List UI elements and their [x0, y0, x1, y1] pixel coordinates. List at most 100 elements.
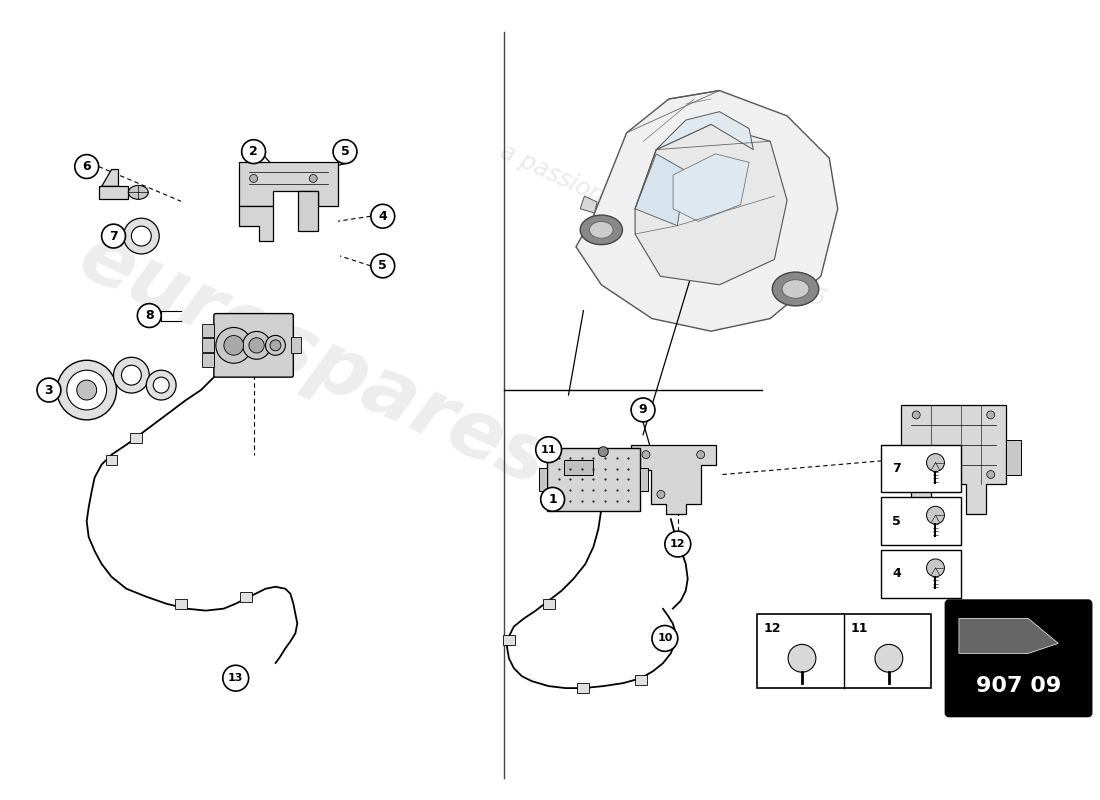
Text: 907 09: 907 09 [976, 676, 1062, 696]
Circle shape [146, 370, 176, 400]
Polygon shape [635, 154, 685, 226]
Circle shape [250, 174, 257, 182]
Text: 9: 9 [639, 403, 647, 417]
Text: 10: 10 [657, 634, 672, 643]
Circle shape [788, 644, 816, 672]
Text: 6: 6 [82, 160, 91, 173]
FancyBboxPatch shape [202, 338, 213, 352]
FancyBboxPatch shape [578, 683, 590, 693]
Circle shape [265, 335, 285, 355]
Polygon shape [631, 445, 715, 514]
Text: 7: 7 [892, 462, 901, 475]
Text: 12: 12 [763, 622, 781, 635]
Circle shape [371, 204, 395, 228]
Circle shape [333, 140, 356, 163]
Circle shape [243, 331, 271, 359]
FancyBboxPatch shape [547, 448, 640, 511]
FancyBboxPatch shape [635, 675, 647, 685]
Polygon shape [635, 124, 788, 285]
FancyBboxPatch shape [292, 338, 301, 354]
Text: 3: 3 [45, 383, 53, 397]
FancyBboxPatch shape [202, 354, 213, 367]
Polygon shape [239, 206, 274, 241]
Circle shape [309, 174, 317, 182]
Circle shape [67, 370, 107, 410]
Circle shape [912, 411, 921, 419]
Text: 8: 8 [145, 309, 154, 322]
Text: 4: 4 [892, 567, 901, 580]
Circle shape [642, 450, 650, 458]
Circle shape [37, 378, 60, 402]
Circle shape [75, 154, 99, 178]
FancyBboxPatch shape [503, 635, 515, 646]
Text: 7: 7 [109, 230, 118, 242]
Circle shape [123, 218, 160, 254]
FancyBboxPatch shape [202, 323, 213, 338]
Circle shape [987, 411, 994, 419]
Circle shape [77, 380, 97, 400]
Circle shape [536, 437, 562, 462]
Circle shape [657, 490, 664, 498]
FancyBboxPatch shape [542, 598, 554, 609]
FancyBboxPatch shape [640, 467, 648, 491]
Circle shape [987, 470, 994, 478]
Circle shape [874, 644, 903, 672]
Polygon shape [101, 170, 119, 186]
FancyBboxPatch shape [757, 614, 931, 688]
Text: 13: 13 [228, 673, 243, 683]
Circle shape [249, 338, 264, 353]
Circle shape [270, 340, 280, 351]
FancyBboxPatch shape [175, 598, 187, 609]
Text: 11: 11 [541, 445, 557, 454]
FancyBboxPatch shape [563, 460, 593, 474]
Circle shape [926, 506, 945, 524]
Circle shape [138, 304, 162, 327]
Text: 12: 12 [670, 539, 685, 549]
Text: 11: 11 [850, 622, 868, 635]
Circle shape [113, 358, 150, 393]
Text: 5: 5 [341, 145, 350, 158]
Ellipse shape [580, 215, 623, 245]
FancyBboxPatch shape [881, 498, 961, 545]
Text: 5: 5 [892, 514, 901, 528]
FancyBboxPatch shape [881, 445, 961, 492]
Circle shape [926, 559, 945, 577]
Circle shape [371, 254, 395, 278]
Polygon shape [657, 112, 754, 150]
Circle shape [131, 226, 152, 246]
Circle shape [57, 360, 117, 420]
Polygon shape [580, 196, 597, 213]
Polygon shape [959, 618, 1058, 654]
Circle shape [242, 140, 265, 163]
Polygon shape [298, 191, 318, 231]
Circle shape [101, 224, 125, 248]
Circle shape [926, 454, 945, 471]
Circle shape [912, 470, 921, 478]
Circle shape [216, 327, 252, 363]
Text: a passion for parts since 1985: a passion for parts since 1985 [496, 139, 829, 311]
FancyBboxPatch shape [1005, 440, 1021, 474]
Circle shape [153, 377, 169, 393]
Text: eurospares: eurospares [66, 218, 560, 503]
Circle shape [664, 531, 691, 557]
Polygon shape [239, 162, 338, 206]
Text: 1: 1 [548, 493, 557, 506]
FancyBboxPatch shape [539, 467, 547, 491]
Circle shape [598, 446, 608, 457]
Polygon shape [99, 186, 129, 199]
FancyBboxPatch shape [213, 314, 294, 377]
Circle shape [652, 626, 678, 651]
FancyBboxPatch shape [946, 601, 1091, 716]
Ellipse shape [772, 272, 818, 306]
Polygon shape [901, 405, 1005, 514]
Circle shape [223, 666, 249, 691]
Ellipse shape [590, 222, 613, 238]
Circle shape [696, 450, 705, 458]
FancyBboxPatch shape [131, 433, 142, 442]
Circle shape [631, 398, 654, 422]
Ellipse shape [782, 280, 808, 298]
FancyBboxPatch shape [106, 454, 118, 465]
FancyBboxPatch shape [881, 550, 961, 598]
Circle shape [541, 487, 564, 511]
Text: 2: 2 [250, 145, 258, 158]
